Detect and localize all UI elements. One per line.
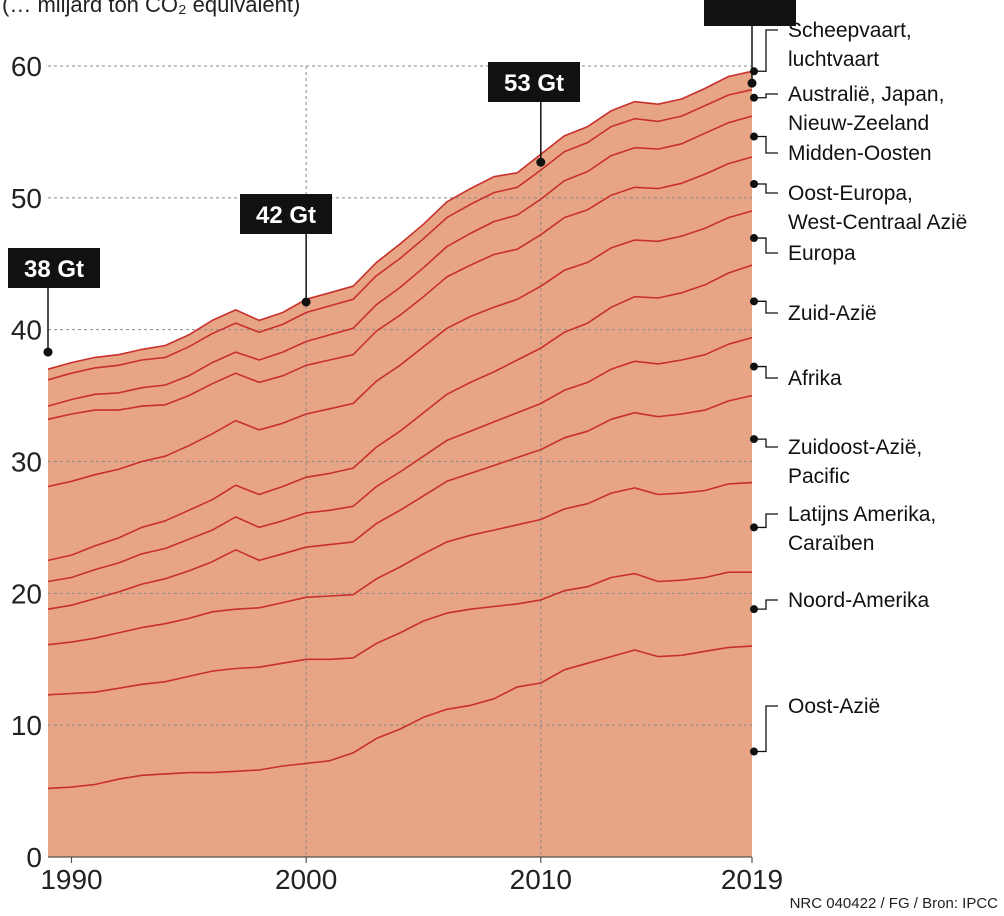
y-tick-30: 30 bbox=[11, 447, 42, 478]
callout-label: 42 Gt bbox=[256, 202, 316, 229]
series-label-afrika: Afrika bbox=[750, 363, 842, 390]
series-labels: Scheepvaart, luchtvaart Australië, Japan, N… bbox=[750, 19, 967, 756]
series-label-zuid-azie: Zuid-Azië bbox=[750, 297, 877, 325]
label-line: Zuid-Azië bbox=[788, 302, 877, 325]
series-label-midden-oosten: Midden-Oosten bbox=[750, 133, 932, 165]
label-line: Zuidoost-Azië, bbox=[788, 436, 922, 459]
header-fragment: (… miljard ton CO₂ equivalent) bbox=[2, 0, 300, 17]
label-connector bbox=[754, 137, 778, 153]
series-label-noord-amerika: Noord-Amerika bbox=[750, 589, 930, 613]
label-connector bbox=[754, 706, 778, 752]
callout-label: 38 Gt bbox=[24, 256, 84, 283]
label-line: Latijns Amerika, bbox=[788, 503, 936, 526]
label-line: Oost-Azië bbox=[788, 695, 880, 718]
callout-box bbox=[704, 0, 796, 26]
y-tick-10: 10 bbox=[11, 710, 42, 741]
series-label-zuidoost-azie-pacific: Zuidoost-Azië, Pacific bbox=[750, 435, 922, 488]
series-label-oost-europa-west-centraal-azie: Oost-Europa, West-Centraal Azië bbox=[750, 180, 967, 234]
series-label-europa: Europa bbox=[750, 234, 856, 265]
callout-dot bbox=[302, 297, 311, 306]
callout-label: 53 Gt bbox=[504, 70, 564, 97]
label-line: Oost-Europa, bbox=[788, 182, 913, 205]
label-line: luchtvaart bbox=[788, 48, 879, 71]
x-tick-2010: 2010 bbox=[510, 864, 572, 895]
callout-dot bbox=[536, 158, 545, 167]
y-tick-50: 50 bbox=[11, 183, 42, 214]
y-tick-40: 40 bbox=[11, 315, 42, 346]
y-tick-60: 60 bbox=[11, 51, 42, 82]
source-note: NRC 040422 / FG / Bron: IPCC bbox=[790, 895, 999, 912]
area-layer bbox=[48, 71, 752, 857]
series-label-latijns-amerika-caraiben: Latijns Amerika, Caraïben bbox=[750, 503, 936, 555]
series-label-scheepvaart-luchtvaart: Scheepvaart, luchtvaart bbox=[750, 19, 912, 75]
label-line: Nieuw-Zeeland bbox=[788, 112, 929, 135]
x-axis: 1990 2000 2010 2019 bbox=[40, 857, 783, 895]
callout-dot bbox=[44, 348, 53, 357]
label-line: Afrika bbox=[788, 367, 842, 390]
x-tick-2019: 2019 bbox=[721, 864, 783, 895]
callout-2000: 42 Gt bbox=[240, 194, 332, 306]
label-line: Noord-Amerika bbox=[788, 589, 930, 612]
x-tick-2000: 2000 bbox=[275, 864, 337, 895]
label-line: Midden-Oosten bbox=[788, 142, 932, 165]
label-connector bbox=[754, 514, 778, 527]
label-connector bbox=[754, 30, 778, 71]
series-label-australie-japan-nieuw-zeeland: Australië, Japan, Nieuw-Zeeland bbox=[750, 83, 944, 135]
y-tick-20: 20 bbox=[11, 578, 42, 609]
series-label-oost-azie: Oost-Azië bbox=[750, 695, 880, 756]
callout-dot bbox=[748, 79, 757, 88]
label-connector bbox=[754, 94, 778, 98]
label-connector bbox=[754, 301, 778, 313]
label-line: Europa bbox=[788, 242, 856, 265]
stacked-area-fill bbox=[48, 71, 752, 857]
label-connector bbox=[754, 238, 778, 253]
x-tick-1990: 1990 bbox=[40, 864, 102, 895]
label-line: Australië, Japan, bbox=[788, 83, 944, 106]
label-line: Caraïben bbox=[788, 532, 874, 555]
label-line: Scheepvaart, bbox=[788, 19, 912, 42]
label-line: West-Centraal Azië bbox=[788, 211, 967, 234]
label-line: Pacific bbox=[788, 465, 850, 488]
